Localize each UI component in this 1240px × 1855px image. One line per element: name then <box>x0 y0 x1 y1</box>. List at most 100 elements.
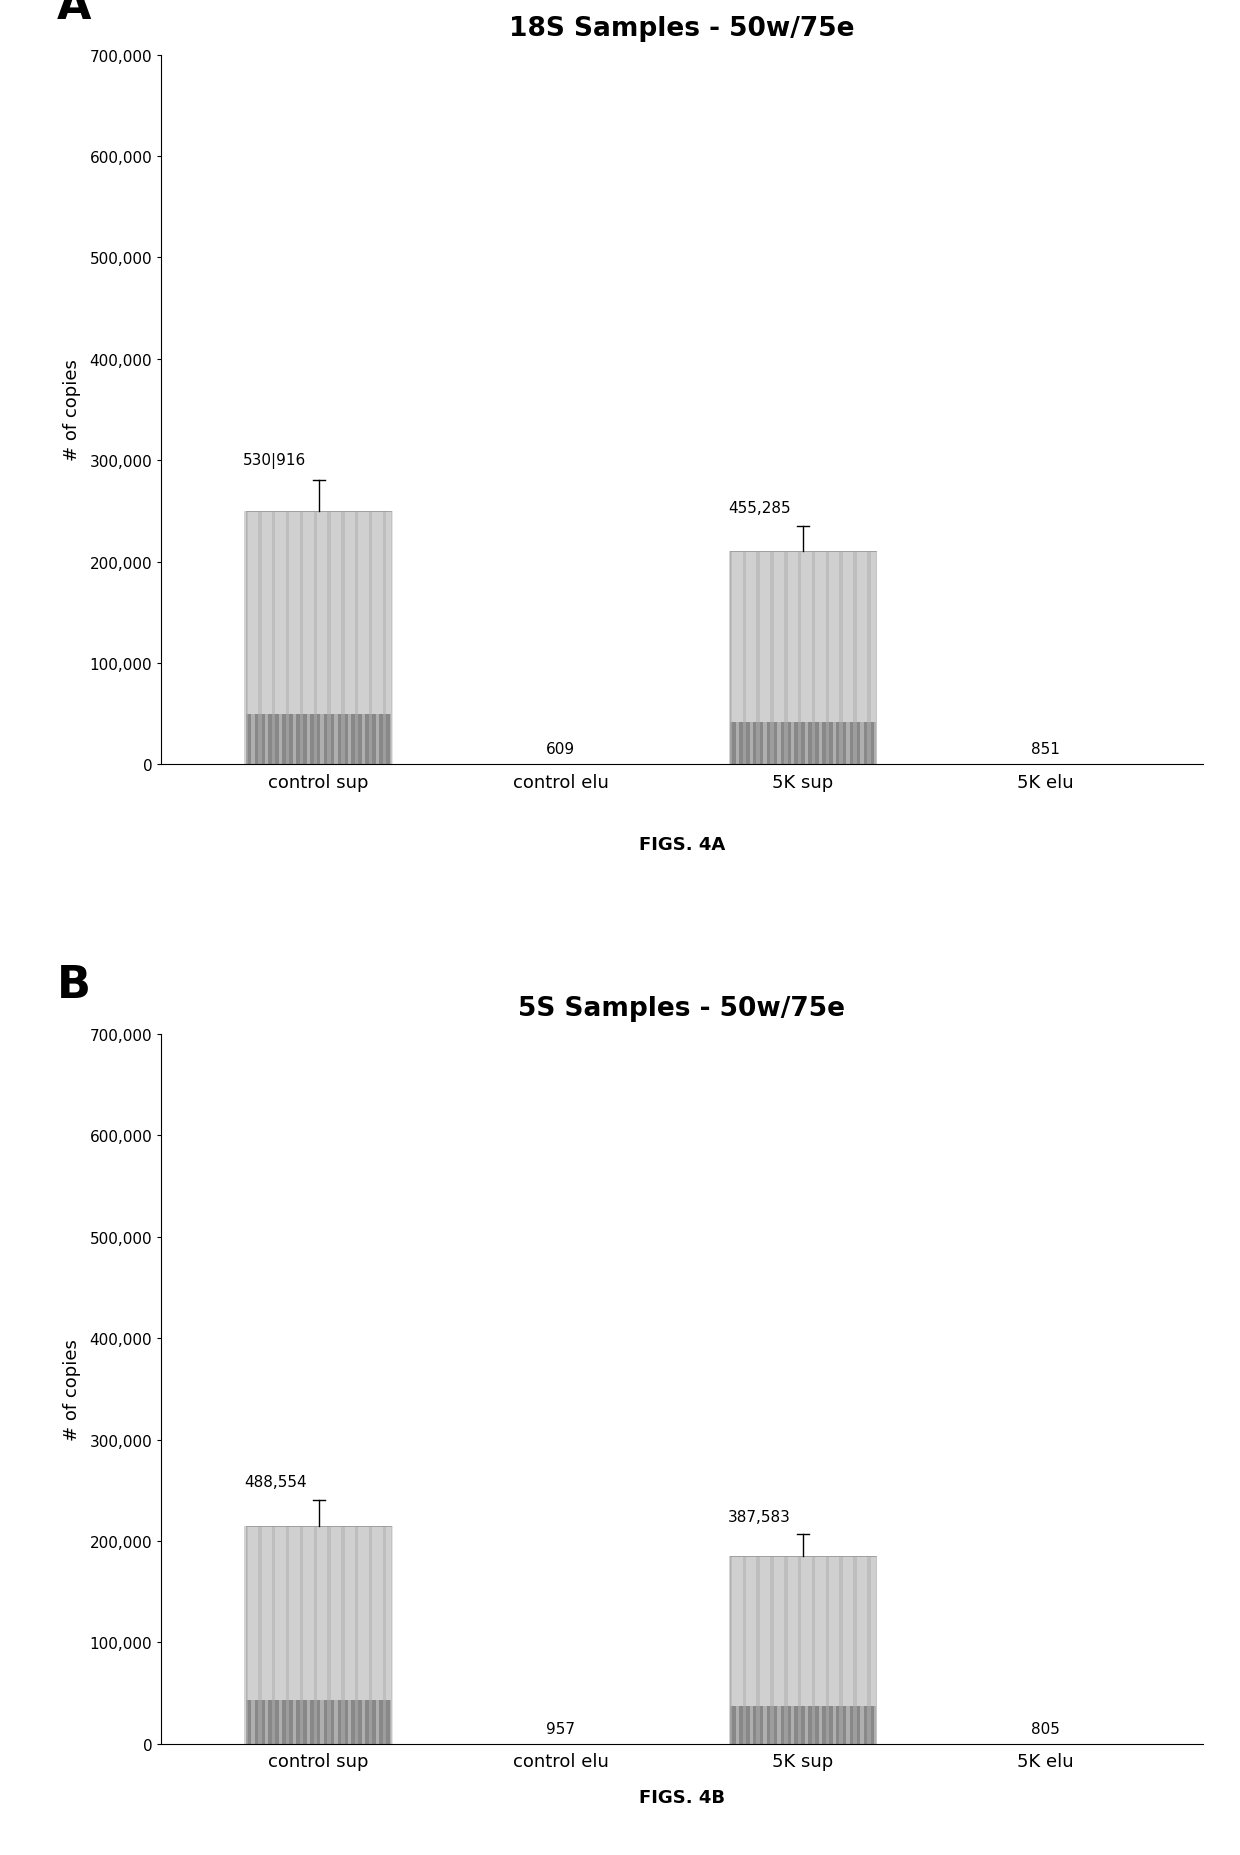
Bar <box>348 1527 351 1744</box>
Bar <box>355 1527 358 1744</box>
Text: 609: 609 <box>547 742 575 757</box>
Bar <box>839 1556 843 1744</box>
Bar <box>341 1527 345 1744</box>
Bar <box>272 1527 275 1744</box>
Bar <box>853 553 857 764</box>
Bar <box>285 512 289 764</box>
Bar <box>265 1527 268 1744</box>
Text: 387,583: 387,583 <box>728 1510 791 1525</box>
Bar <box>729 1556 732 1744</box>
Bar <box>246 714 392 764</box>
Bar <box>791 553 795 764</box>
Bar <box>735 553 739 764</box>
Bar <box>320 1527 324 1744</box>
Bar <box>735 1556 739 1744</box>
Bar <box>293 1527 296 1744</box>
Bar <box>320 512 324 764</box>
Bar <box>874 553 878 764</box>
Bar <box>314 1527 317 1744</box>
Bar <box>376 1527 379 1744</box>
Title: 5S Samples - 50w/75e: 5S Samples - 50w/75e <box>518 994 846 1020</box>
Bar <box>362 1527 366 1744</box>
Bar <box>368 1527 372 1744</box>
Bar <box>362 512 366 764</box>
Bar <box>293 512 296 764</box>
Bar <box>874 1556 878 1744</box>
Bar <box>389 512 393 764</box>
Bar <box>348 512 351 764</box>
Text: A: A <box>57 0 92 28</box>
Bar <box>244 512 248 764</box>
Bar <box>756 1556 760 1744</box>
Bar <box>252 1527 254 1744</box>
Bar <box>314 512 317 764</box>
Bar <box>749 553 753 764</box>
Text: B: B <box>57 963 91 1007</box>
Text: 805: 805 <box>1030 1721 1060 1736</box>
Bar <box>335 512 337 764</box>
Bar <box>265 512 268 764</box>
Bar <box>300 1527 303 1744</box>
Bar <box>730 1707 875 1744</box>
Bar <box>246 1701 392 1744</box>
Bar <box>839 553 843 764</box>
Bar <box>832 553 836 764</box>
Bar <box>799 553 801 764</box>
Bar <box>867 553 870 764</box>
Bar <box>327 1527 331 1744</box>
Bar <box>777 553 781 764</box>
Bar <box>853 1556 857 1744</box>
Bar <box>389 1527 393 1744</box>
Bar <box>252 512 254 764</box>
Bar <box>383 1527 386 1744</box>
Bar <box>777 1556 781 1744</box>
Text: 851: 851 <box>1030 742 1060 757</box>
Bar <box>805 553 808 764</box>
Bar <box>300 512 303 764</box>
Bar <box>730 553 875 722</box>
Bar <box>826 553 830 764</box>
Bar <box>244 1527 248 1744</box>
Bar <box>749 1556 753 1744</box>
Bar <box>729 553 732 764</box>
Bar <box>791 1556 795 1744</box>
Bar <box>756 553 760 764</box>
Bar <box>764 553 766 764</box>
Text: 530|916: 530|916 <box>243 453 306 469</box>
Bar <box>812 1556 815 1744</box>
Bar <box>246 1527 392 1701</box>
Bar <box>368 512 372 764</box>
Bar <box>826 1556 830 1744</box>
Bar <box>743 1556 746 1744</box>
Bar <box>805 1556 808 1744</box>
Bar <box>861 1556 863 1744</box>
Bar <box>306 1527 310 1744</box>
Text: FIGS. 4A: FIGS. 4A <box>639 835 725 853</box>
Bar <box>258 512 262 764</box>
Bar <box>383 512 386 764</box>
Bar <box>784 1556 787 1744</box>
Bar <box>279 512 283 764</box>
Title: 18S Samples - 50w/75e: 18S Samples - 50w/75e <box>510 17 854 43</box>
Bar <box>770 553 774 764</box>
Bar <box>246 512 392 714</box>
Bar <box>272 512 275 764</box>
Bar <box>376 512 379 764</box>
Bar <box>861 553 863 764</box>
Bar <box>258 1527 262 1744</box>
Bar <box>847 553 849 764</box>
Bar <box>730 1556 875 1707</box>
Bar <box>335 1527 337 1744</box>
Bar <box>341 512 345 764</box>
Bar <box>818 553 822 764</box>
Bar <box>764 1556 766 1744</box>
Bar <box>743 553 746 764</box>
Y-axis label: # of copies: # of copies <box>63 1337 81 1439</box>
Bar <box>847 1556 849 1744</box>
Bar <box>812 553 815 764</box>
Text: 488,554: 488,554 <box>244 1475 306 1490</box>
Bar <box>784 553 787 764</box>
Bar <box>730 722 875 764</box>
Text: FIGS. 4B: FIGS. 4B <box>639 1788 725 1807</box>
Y-axis label: # of copies: # of copies <box>63 360 81 462</box>
